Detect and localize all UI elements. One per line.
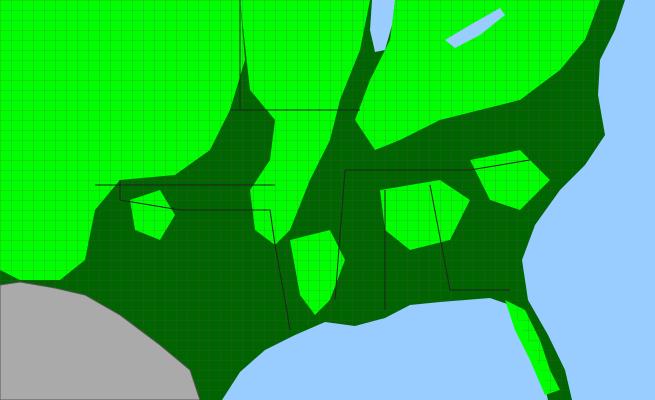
county-borders <box>0 0 625 400</box>
state-borders <box>95 0 531 331</box>
mexico-land <box>0 281 201 400</box>
lake-erie <box>445 8 505 48</box>
lake-michigan <box>370 0 395 52</box>
